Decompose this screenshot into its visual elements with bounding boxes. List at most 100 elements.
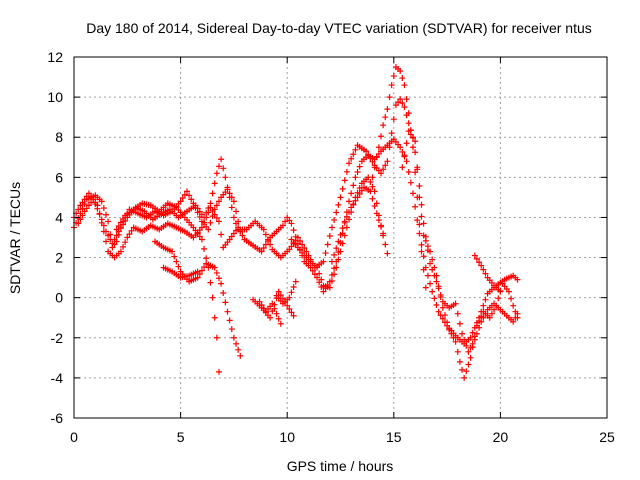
data-point — [480, 302, 487, 309]
data-point — [405, 110, 412, 117]
data-point — [275, 315, 282, 322]
data-point — [386, 94, 393, 101]
data-point — [120, 243, 127, 250]
data-point — [122, 239, 129, 246]
data-point — [188, 196, 195, 203]
data-point — [326, 284, 333, 291]
data-point — [427, 260, 434, 267]
data-point — [439, 315, 446, 322]
data-point — [510, 318, 517, 325]
data-point — [124, 234, 131, 241]
data-point — [454, 348, 461, 355]
y-tick-label: 0 — [55, 290, 63, 306]
series-arc-9 — [273, 278, 299, 307]
data-point — [429, 288, 436, 295]
data-point — [211, 211, 218, 218]
data-point — [224, 184, 231, 191]
data-point — [352, 146, 359, 153]
data-point — [85, 190, 92, 197]
data-point — [215, 163, 222, 170]
data-point — [328, 258, 335, 265]
data-point — [352, 174, 359, 181]
data-point — [482, 296, 489, 303]
series-arc-3 — [75, 96, 521, 355]
data-point — [341, 232, 348, 239]
series-arc-10 — [288, 174, 391, 291]
data-point — [471, 333, 478, 340]
data-point — [350, 182, 357, 189]
data-point — [88, 199, 95, 206]
data-point — [452, 338, 459, 345]
data-point — [286, 294, 293, 301]
data-point — [201, 245, 208, 252]
data-point — [373, 210, 380, 217]
data-point — [105, 232, 112, 239]
data-point — [209, 294, 216, 301]
x-tick-label: 25 — [599, 429, 615, 445]
data-point — [271, 305, 278, 312]
data-point — [316, 270, 323, 277]
data-point — [301, 245, 308, 252]
data-point — [367, 179, 374, 186]
data-point — [478, 313, 485, 320]
data-point — [171, 253, 178, 260]
data-point — [505, 288, 512, 295]
data-point — [339, 185, 346, 192]
data-point — [407, 179, 414, 186]
data-point — [382, 241, 389, 248]
data-point — [201, 219, 208, 226]
data-point — [418, 201, 425, 208]
data-point — [303, 248, 310, 255]
series-arc-7 — [250, 288, 297, 321]
data-point — [510, 302, 517, 309]
data-point — [388, 82, 395, 89]
data-point — [493, 302, 500, 309]
y-tick-label: 2 — [55, 250, 63, 266]
data-point — [230, 334, 237, 341]
data-point — [427, 280, 434, 287]
data-point — [422, 237, 429, 244]
data-point — [371, 164, 378, 171]
data-point — [469, 344, 476, 351]
data-point — [422, 284, 429, 291]
data-point — [109, 240, 116, 247]
data-point — [373, 154, 380, 161]
data-point — [284, 302, 291, 309]
data-point — [380, 166, 387, 173]
data-point — [237, 352, 244, 359]
data-point — [367, 155, 374, 162]
data-point — [211, 314, 218, 321]
data-point — [205, 226, 212, 233]
data-point — [435, 283, 442, 290]
data-point — [333, 245, 340, 252]
y-tick-label: 8 — [55, 129, 63, 145]
data-point — [198, 211, 205, 218]
data-point — [275, 288, 282, 295]
data-point — [459, 366, 466, 373]
data-point — [420, 220, 427, 227]
data-point — [371, 203, 378, 210]
data-point — [416, 194, 423, 201]
data-point — [397, 68, 404, 75]
data-point — [228, 233, 235, 240]
data-point — [403, 158, 410, 165]
data-point — [375, 217, 382, 224]
data-point — [201, 214, 208, 221]
data-point — [369, 183, 376, 190]
data-point — [333, 209, 340, 216]
data-point — [486, 314, 493, 321]
data-point — [196, 208, 203, 215]
data-point — [226, 317, 233, 324]
axis-ticks — [73, 56, 608, 419]
data-point — [226, 194, 233, 201]
x-tick-label: 5 — [177, 429, 185, 445]
data-point — [420, 232, 427, 239]
data-point — [322, 250, 329, 257]
data-point — [429, 256, 436, 263]
data-point — [412, 149, 419, 156]
data-point — [294, 234, 301, 241]
data-point — [209, 207, 216, 214]
data-point — [401, 152, 408, 159]
data-point — [497, 288, 504, 295]
